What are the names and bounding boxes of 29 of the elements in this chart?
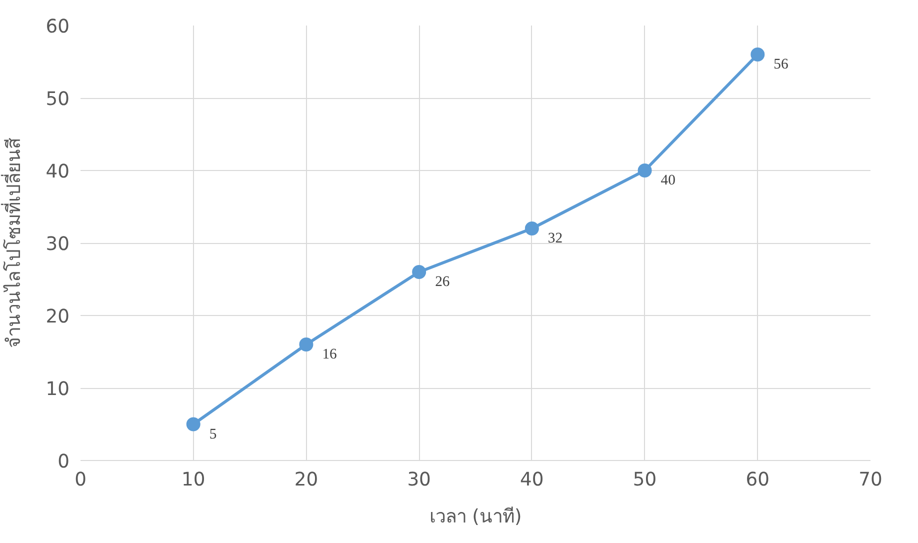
point bbox=[412, 265, 426, 279]
x-axis-title: เวลา (นาที) bbox=[429, 506, 522, 528]
y-tick-label: 40 bbox=[46, 162, 70, 182]
data-label: 5 bbox=[209, 426, 217, 442]
y-tick-label: 10 bbox=[46, 379, 70, 400]
point bbox=[524, 222, 539, 236]
y-tick-label: 60 bbox=[46, 16, 70, 38]
data-label: 56 bbox=[774, 56, 788, 72]
data-label: 32 bbox=[548, 230, 563, 246]
point bbox=[186, 417, 200, 432]
point bbox=[638, 164, 652, 178]
data-label: 40 bbox=[660, 172, 676, 188]
x-tick-label: 10 bbox=[181, 470, 206, 490]
x-tick-label: 50 bbox=[632, 470, 657, 490]
y-tick-label: 30 bbox=[46, 234, 70, 255]
data-label: 16 bbox=[322, 346, 337, 362]
y-axis-title: จำนวนไลโปโซมที่เปลี่ยนสี bbox=[0, 137, 25, 348]
x-tick-label: 40 bbox=[520, 470, 544, 490]
x-tick-label: 20 bbox=[294, 470, 318, 490]
x-tick-label: 30 bbox=[407, 470, 431, 490]
y-tick-label: 0 bbox=[58, 452, 70, 472]
y-tick-label: 20 bbox=[46, 306, 70, 328]
point bbox=[750, 48, 765, 62]
point bbox=[299, 338, 314, 352]
data-label: 26 bbox=[435, 274, 450, 290]
x-tick-label: 60 bbox=[746, 470, 770, 490]
x-tick-label: 70 bbox=[858, 470, 882, 490]
y-tick-label: 50 bbox=[46, 89, 70, 110]
x-tick-label: 0 bbox=[74, 470, 86, 490]
